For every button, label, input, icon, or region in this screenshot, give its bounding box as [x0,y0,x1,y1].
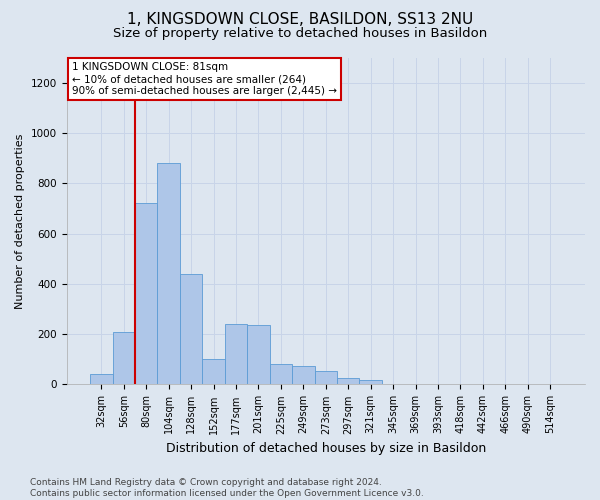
Y-axis label: Number of detached properties: Number of detached properties [15,134,25,308]
Bar [90,374,113,384]
Bar [269,364,292,384]
Bar [113,332,135,384]
Bar [135,204,157,384]
X-axis label: Distribution of detached houses by size in Basildon: Distribution of detached houses by size … [166,442,486,455]
Bar [314,370,337,384]
Text: Size of property relative to detached houses in Basildon: Size of property relative to detached ho… [113,28,487,40]
Text: 1, KINGSDOWN CLOSE, BASILDON, SS13 2NU: 1, KINGSDOWN CLOSE, BASILDON, SS13 2NU [127,12,473,28]
Bar [202,360,225,384]
Bar [180,274,202,384]
Bar [359,380,382,384]
Bar [247,326,269,384]
Text: Contains HM Land Registry data © Crown copyright and database right 2024.
Contai: Contains HM Land Registry data © Crown c… [30,478,424,498]
Bar [337,378,359,384]
Bar [225,324,247,384]
Bar [292,366,314,384]
Text: 1 KINGSDOWN CLOSE: 81sqm
← 10% of detached houses are smaller (264)
90% of semi-: 1 KINGSDOWN CLOSE: 81sqm ← 10% of detach… [72,62,337,96]
Bar [157,163,180,384]
